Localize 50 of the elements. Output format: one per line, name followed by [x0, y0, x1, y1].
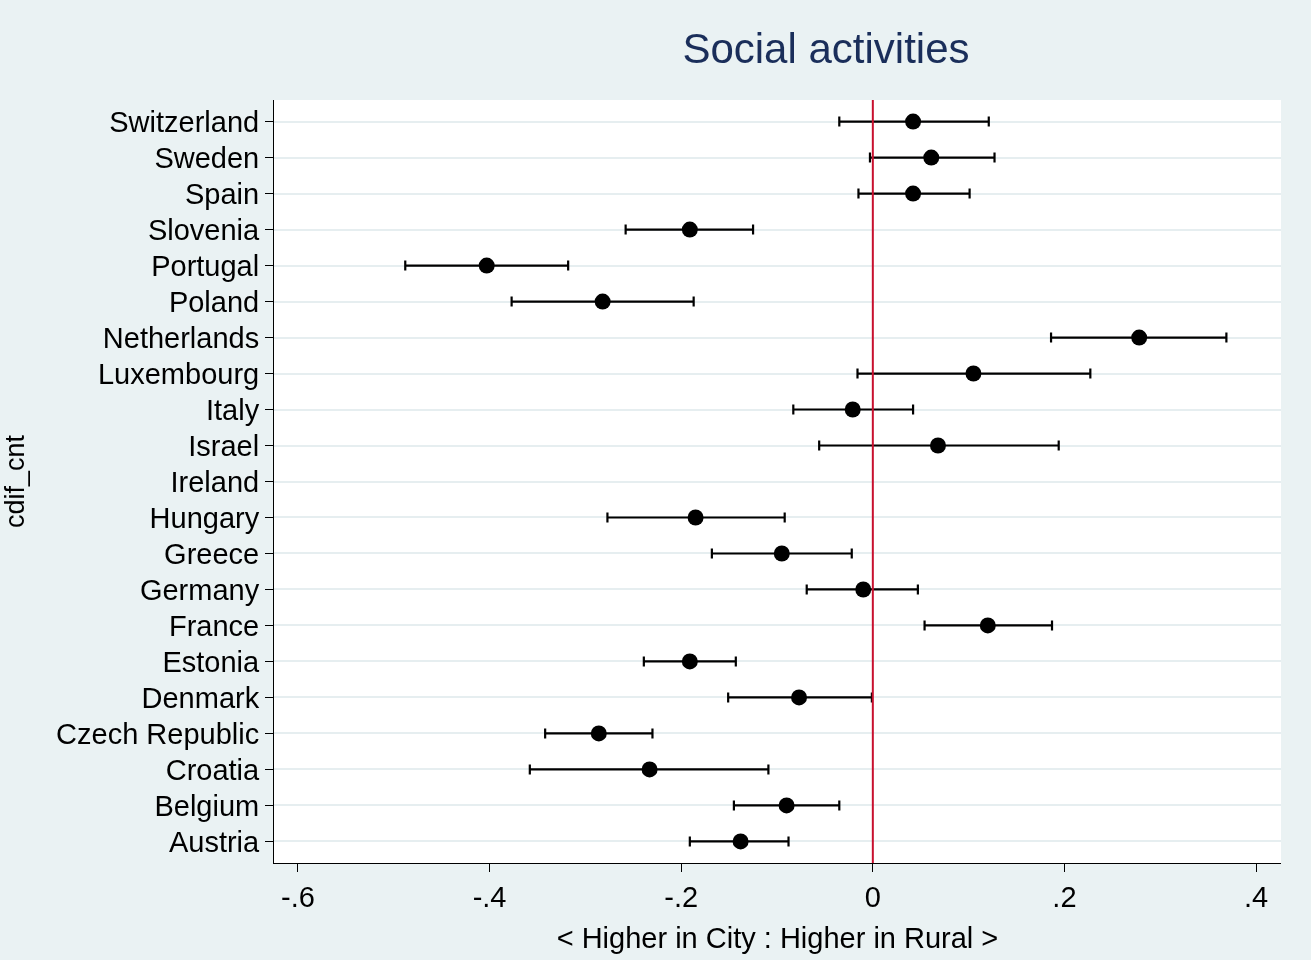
point	[594, 293, 611, 310]
y-tick-label: Germany	[139, 573, 260, 606]
y-tick-label: Greece	[164, 537, 260, 570]
point	[1131, 329, 1148, 346]
point	[930, 437, 946, 454]
point	[681, 653, 698, 670]
point	[681, 221, 698, 238]
point	[641, 761, 658, 778]
y-tick-label: Belgium	[154, 789, 260, 822]
point	[732, 833, 749, 850]
x-tick-label: -.2	[664, 880, 699, 913]
y-tick-label: Croatia	[165, 753, 261, 786]
point	[855, 581, 872, 598]
y-tick-label: Czech Republic	[56, 717, 260, 750]
y-tick-label: Austria	[168, 825, 261, 858]
y-tick-label: Slovenia	[147, 213, 261, 246]
point	[778, 797, 795, 814]
x-tick-label: .4	[1244, 880, 1269, 913]
x-tick-label: -.4	[472, 880, 507, 913]
y-tick-label: Luxembourg	[97, 357, 260, 390]
y-tick-label: Israel	[188, 429, 260, 462]
point	[844, 401, 861, 418]
x-tick-label: -.6	[281, 880, 315, 913]
point	[965, 365, 982, 382]
point	[773, 545, 790, 562]
point	[791, 689, 808, 706]
y-tick-label: Poland	[168, 285, 260, 318]
y-tick-label: France	[168, 609, 260, 642]
x-tick-label: 0	[864, 880, 881, 913]
y-tick-label: Sweden	[154, 141, 260, 174]
y-axis-title: cdif_cnt	[0, 434, 30, 529]
y-tick-label: Italy	[206, 393, 260, 426]
point	[687, 509, 704, 526]
y-tick-label: Ireland	[170, 465, 260, 498]
x-tick-label: .2	[1052, 880, 1077, 913]
point	[923, 149, 940, 166]
point	[979, 617, 996, 634]
y-tick-label: Portugal	[151, 249, 260, 282]
chart-title: Social activities	[682, 25, 970, 72]
y-tick-label: Denmark	[141, 681, 260, 714]
point	[905, 185, 922, 202]
y-tick-label: Switzerland	[109, 105, 260, 138]
y-tick-label: Hungary	[149, 501, 260, 534]
y-tick-label: Estonia	[162, 645, 261, 678]
y-tick-label: Spain	[185, 177, 260, 210]
point	[905, 113, 922, 130]
y-tick-label: Netherlands	[102, 321, 260, 354]
x-axis-title: < Higher in City : Higher in Rural >	[556, 921, 999, 954]
point	[590, 725, 607, 742]
point	[478, 257, 495, 274]
